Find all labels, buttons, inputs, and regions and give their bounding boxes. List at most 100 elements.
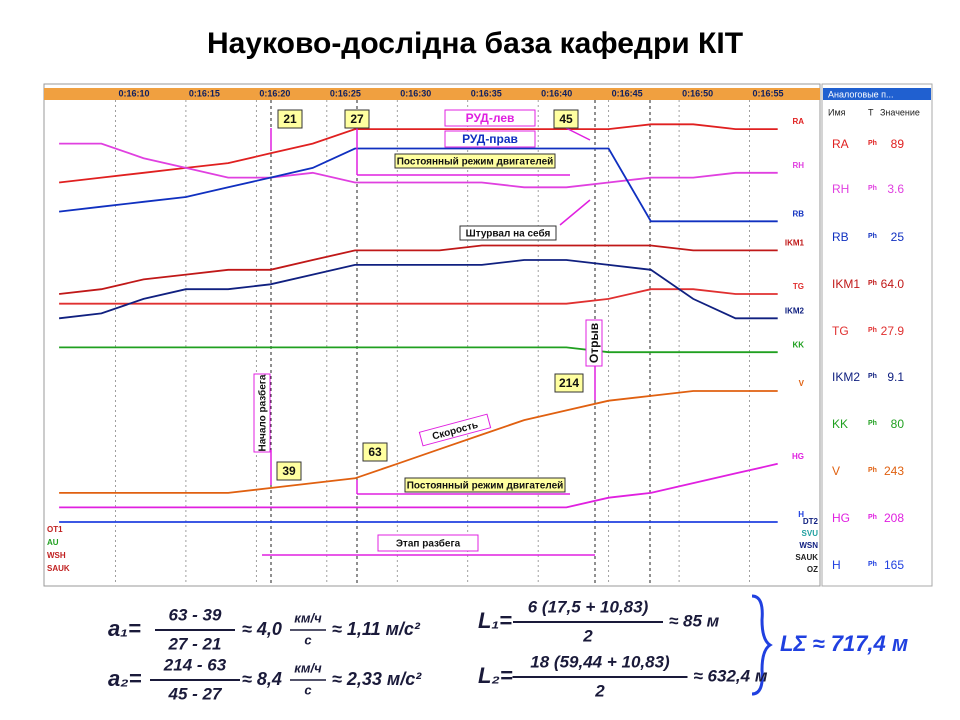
series-label: RH bbox=[792, 161, 804, 170]
annotation: Начало разбега bbox=[257, 374, 269, 451]
series-label: RB bbox=[792, 209, 804, 218]
series-line bbox=[58, 244, 778, 295]
annotation-box bbox=[276, 461, 302, 481]
annotation-box bbox=[344, 109, 370, 129]
annotation-box bbox=[377, 534, 479, 552]
connector bbox=[565, 127, 591, 141]
value-panel bbox=[821, 83, 933, 587]
series-line bbox=[58, 259, 778, 320]
channel-label: SVU bbox=[802, 529, 819, 538]
panel-unit: Ph bbox=[868, 514, 877, 521]
panel-name: RB bbox=[832, 230, 849, 244]
panel-column: Значение bbox=[880, 107, 920, 117]
annotation-box bbox=[394, 153, 556, 169]
annotation-box bbox=[418, 413, 492, 447]
formula-num: 18 (59,44 + 10,83) bbox=[530, 652, 670, 671]
annotation-box bbox=[444, 130, 536, 148]
x-tick-label: 0:16:20 bbox=[259, 88, 290, 98]
formula-result: ≈ 632,4 м bbox=[694, 666, 768, 685]
formula-result: ≈ 85 м bbox=[669, 611, 720, 630]
unit-num: км/ч bbox=[294, 610, 322, 625]
panel-unit: Ph bbox=[868, 140, 877, 147]
series-label: TG bbox=[793, 282, 804, 291]
series-line bbox=[59, 346, 778, 354]
annotation-box bbox=[554, 373, 584, 393]
formula-lhs: L₂= bbox=[478, 663, 513, 688]
series-line bbox=[59, 462, 778, 509]
panel-name: H bbox=[832, 558, 841, 572]
annotation: РУД-прав bbox=[462, 132, 518, 146]
annotation: Этап разбега bbox=[396, 538, 461, 550]
series-label: RA bbox=[792, 117, 804, 126]
formula-den: 2 bbox=[594, 681, 605, 700]
slide-title: Науково-дослідна база кафедри КІТ bbox=[207, 27, 743, 60]
annotation-box bbox=[362, 442, 388, 462]
channel-label: DT2 bbox=[803, 517, 819, 526]
panel-title: Аналоговые п... bbox=[828, 89, 894, 99]
annotation-box bbox=[277, 109, 303, 129]
annotation-box bbox=[404, 477, 566, 493]
unit-den: с bbox=[304, 632, 312, 647]
formula-lhs: L₁= bbox=[478, 608, 512, 633]
annotation: Постоянный режим двигателей bbox=[397, 157, 554, 168]
panel-value: 243 bbox=[884, 464, 904, 478]
panel-name: IKM2 bbox=[832, 370, 860, 384]
panel-unit: Ph bbox=[868, 467, 877, 474]
unit-den: с bbox=[304, 682, 312, 697]
panel-name: HG bbox=[832, 511, 850, 525]
panel-value: 208 bbox=[884, 511, 904, 525]
annotation: 27 bbox=[350, 112, 364, 126]
brace bbox=[751, 594, 773, 696]
series-label: H bbox=[798, 510, 804, 519]
x-tick-label: 0:16:10 bbox=[118, 88, 149, 98]
formula-result: ≈ 1,11 м/с² bbox=[332, 619, 421, 639]
panel-unit: Ph bbox=[868, 327, 877, 334]
series-line bbox=[59, 390, 778, 494]
channel-label: SAUK bbox=[795, 553, 818, 562]
connector bbox=[559, 199, 591, 226]
formula-lhs: a₂= bbox=[108, 666, 142, 691]
x-tick-label: 0:16:30 bbox=[400, 88, 431, 98]
channel-label: WSN bbox=[799, 541, 818, 550]
annotation-box bbox=[253, 373, 271, 453]
panel-header bbox=[823, 88, 931, 100]
series-label: HG bbox=[792, 452, 804, 461]
annotation: 45 bbox=[559, 112, 573, 126]
channel-label: AU bbox=[47, 538, 59, 547]
annotation: 63 bbox=[368, 445, 382, 459]
panel-unit: Ph bbox=[868, 233, 877, 240]
channel-label: WSH bbox=[47, 551, 66, 560]
panel-unit: Ph bbox=[868, 280, 877, 287]
panel-column: Т bbox=[868, 107, 874, 117]
series-label: V bbox=[799, 379, 805, 388]
formula-den: 2 bbox=[582, 626, 593, 645]
panel-value: 27.9 bbox=[881, 324, 905, 338]
x-tick-label: 0:16:45 bbox=[612, 88, 643, 98]
channel-label: SAUK bbox=[47, 564, 70, 573]
annotation-box bbox=[585, 319, 603, 367]
annotation-box bbox=[444, 109, 536, 127]
panel-name: V bbox=[832, 464, 840, 478]
formula-approx: ≈ 4,0 bbox=[242, 619, 282, 639]
channel-label: OZ bbox=[807, 565, 818, 574]
time-bar bbox=[44, 88, 820, 100]
panel-value: 80 bbox=[891, 417, 905, 431]
panel-value: 165 bbox=[884, 558, 904, 572]
panel-unit: Ph bbox=[868, 185, 877, 192]
annotation: 214 bbox=[559, 376, 579, 390]
panel-name: RH bbox=[832, 182, 849, 196]
annotation: Штурвал на себя bbox=[466, 228, 551, 240]
x-tick-label: 0:16:15 bbox=[189, 88, 220, 98]
panel-value: 64.0 bbox=[881, 277, 905, 291]
formula-result: ≈ 2,33 м/с² bbox=[332, 669, 422, 689]
formula-approx: ≈ 8,4 bbox=[242, 669, 282, 689]
annotation: Отрыв bbox=[587, 323, 601, 363]
panel-name: KK bbox=[832, 417, 848, 431]
panel-unit: Ph bbox=[868, 420, 877, 427]
x-tick-label: 0:16:50 bbox=[682, 88, 713, 98]
annotation: РУД-лев bbox=[466, 111, 515, 125]
panel-column: Имя bbox=[828, 107, 846, 117]
channel-label: OT1 bbox=[47, 525, 63, 534]
panel-name: TG bbox=[832, 324, 849, 338]
